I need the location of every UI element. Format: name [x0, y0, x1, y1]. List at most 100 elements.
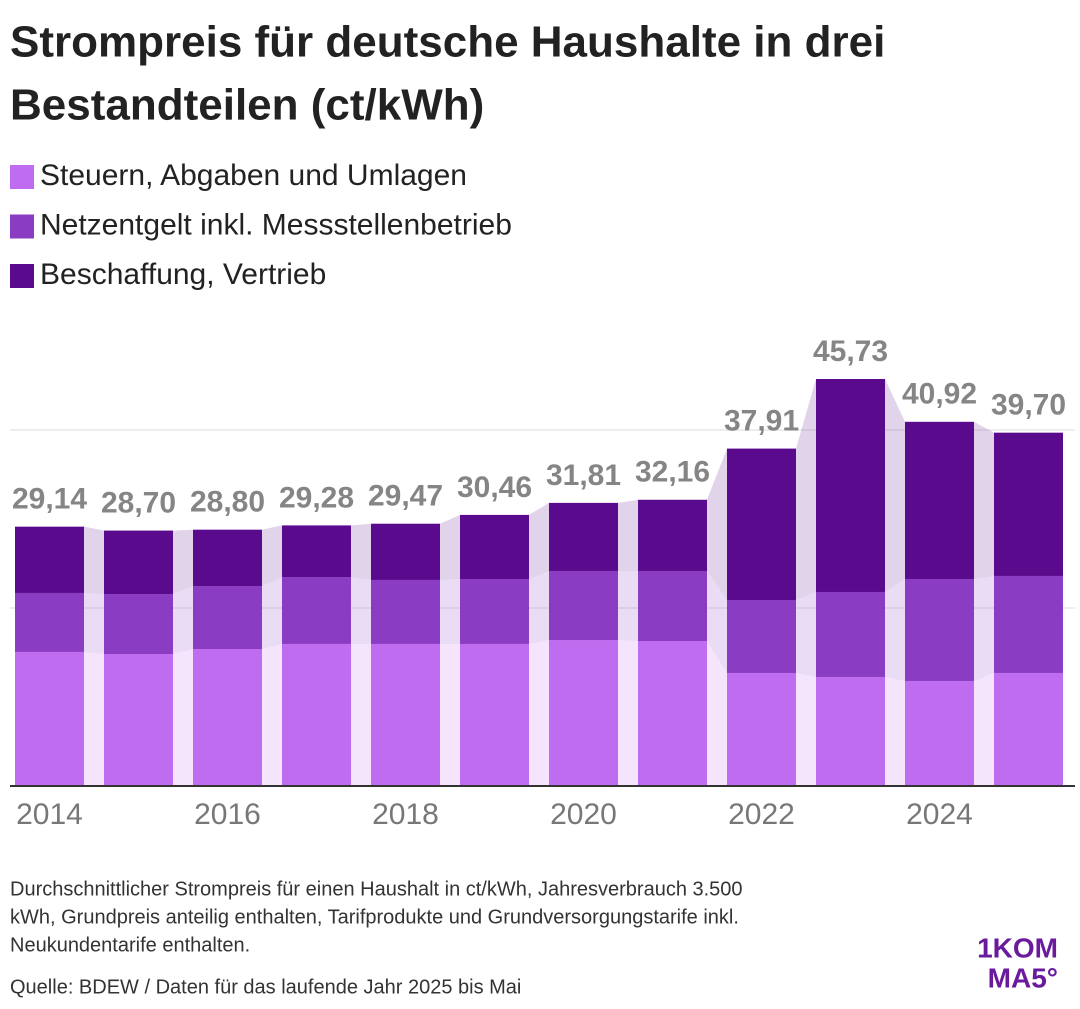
footnote: Durchschnittlicher Strompreis für einen … [10, 878, 743, 900]
bar-segment [549, 502, 618, 571]
connector [618, 499, 638, 571]
connector [262, 643, 282, 786]
total-label: 29,14 [12, 483, 87, 516]
bar-segment [371, 579, 440, 644]
bar-segment [282, 525, 351, 578]
connector [351, 523, 371, 580]
total-label: 29,28 [279, 481, 354, 514]
logo: MA5° [988, 962, 1058, 993]
total-label: 28,70 [101, 486, 176, 519]
connector [173, 586, 193, 655]
bar-segment [994, 575, 1063, 673]
bar-segment [905, 578, 974, 681]
bar-segment [371, 523, 440, 580]
x-tick-label: 2016 [194, 798, 261, 831]
bar-segment [638, 570, 707, 642]
bar-segment [816, 379, 885, 592]
bar-segment [282, 643, 351, 786]
x-tick-label: 2024 [906, 798, 973, 831]
bar-segment [282, 577, 351, 644]
connector [351, 577, 371, 644]
connector [796, 379, 816, 600]
connector [440, 514, 460, 580]
bar-segment [549, 640, 618, 786]
footnote: kWh, Grundpreis anteilig enthalten, Tari… [10, 906, 739, 928]
total-label: 29,47 [368, 480, 443, 513]
total-label: 32,16 [635, 456, 710, 489]
legend-swatch [10, 214, 34, 239]
connector [173, 529, 193, 595]
chart-title: Strompreis für deutsche Haushalte in dre… [10, 18, 885, 67]
connector [440, 643, 460, 786]
connector [707, 641, 727, 786]
bar-segment [727, 672, 796, 786]
total-label: 40,92 [902, 378, 977, 411]
bar-segment [193, 529, 262, 587]
connector [173, 649, 193, 786]
connector [974, 575, 994, 681]
x-tick-label: 2020 [550, 798, 617, 831]
legend-swatch [10, 165, 34, 189]
source: Quelle: BDEW / Daten für das laufende Ja… [10, 976, 521, 998]
total-label: 39,70 [991, 389, 1066, 422]
connector [707, 448, 727, 600]
bar-segment [104, 530, 173, 595]
legend-label: Netzentgelt inkl. Messstellenbetrieb [40, 208, 512, 241]
connector [529, 570, 549, 644]
connector [262, 577, 282, 650]
total-label: 37,91 [724, 405, 799, 438]
connector [974, 421, 994, 579]
connector [529, 502, 549, 579]
bar-segment [460, 514, 529, 579]
connector [440, 578, 460, 644]
connector [707, 570, 727, 673]
bar-segment [15, 526, 84, 593]
bar-segment [816, 591, 885, 677]
bar-segment [15, 592, 84, 652]
bar-segment [638, 499, 707, 571]
bar-segment [460, 643, 529, 786]
connector [618, 640, 638, 786]
connector [262, 525, 282, 587]
bar-segment [460, 578, 529, 644]
logo: 1KOM [977, 932, 1058, 963]
connector [529, 640, 549, 786]
connector [351, 643, 371, 786]
total-label: 28,80 [190, 486, 265, 519]
x-tick-label: 2018 [372, 798, 439, 831]
total-label: 45,73 [813, 335, 888, 368]
bar-segment [104, 654, 173, 786]
connector [796, 672, 816, 786]
footnote: Neukundentarife enthalten. [10, 934, 250, 956]
bar-segment [816, 676, 885, 786]
chart-title: Bestandteilen (ct/kWh) [10, 81, 484, 130]
x-tick-label: 2014 [16, 798, 83, 831]
connector [618, 570, 638, 642]
legend-swatch [10, 264, 34, 288]
bar-segment [905, 421, 974, 579]
bar-segment [727, 599, 796, 673]
connector [885, 578, 905, 681]
bar-segment [371, 643, 440, 786]
legend-label: Beschaffung, Vertrieb [40, 258, 326, 291]
bar-segment [905, 680, 974, 786]
x-tick-label: 2022 [728, 798, 795, 831]
connector [84, 526, 104, 595]
connector [84, 592, 104, 655]
total-label: 31,81 [546, 459, 621, 492]
connector [885, 676, 905, 786]
bar-segment [193, 649, 262, 786]
bar-segment [994, 432, 1063, 576]
total-label: 30,46 [457, 471, 532, 504]
connector [84, 651, 104, 786]
bar-segment [104, 594, 173, 655]
bar-segment [549, 570, 618, 641]
connector [796, 591, 816, 677]
connector [974, 672, 994, 786]
bar-segment [638, 641, 707, 786]
bar-segment [994, 672, 1063, 786]
bar-segment [727, 448, 796, 600]
bar-segment [15, 651, 84, 786]
connector [885, 379, 905, 592]
